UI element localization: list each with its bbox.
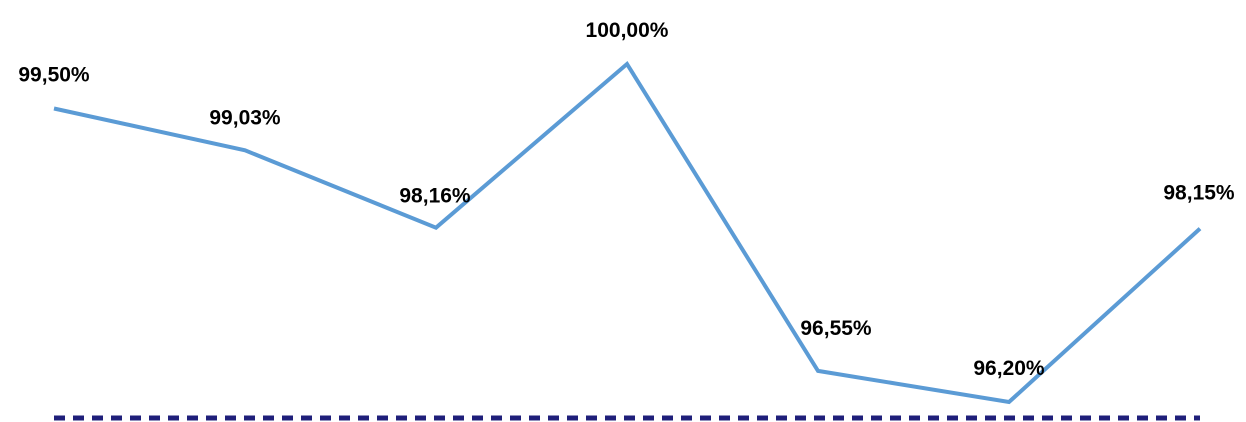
- data-label-7: 98,15%: [1163, 182, 1235, 205]
- data-label-5: 96,55%: [800, 317, 872, 340]
- data-label-2: 99,03%: [209, 106, 281, 129]
- data-label-4: 100,00%: [586, 19, 669, 42]
- series-line: [53, 60, 1202, 405]
- data-label-1: 99,50%: [18, 64, 90, 87]
- data-label-3: 98,16%: [399, 185, 471, 208]
- data-labels: 99,50% 99,03% 98,16% 100,00% 96,55% 96,20% 98,…: [18, 19, 1235, 380]
- data-label-6: 96,20%: [973, 357, 1045, 380]
